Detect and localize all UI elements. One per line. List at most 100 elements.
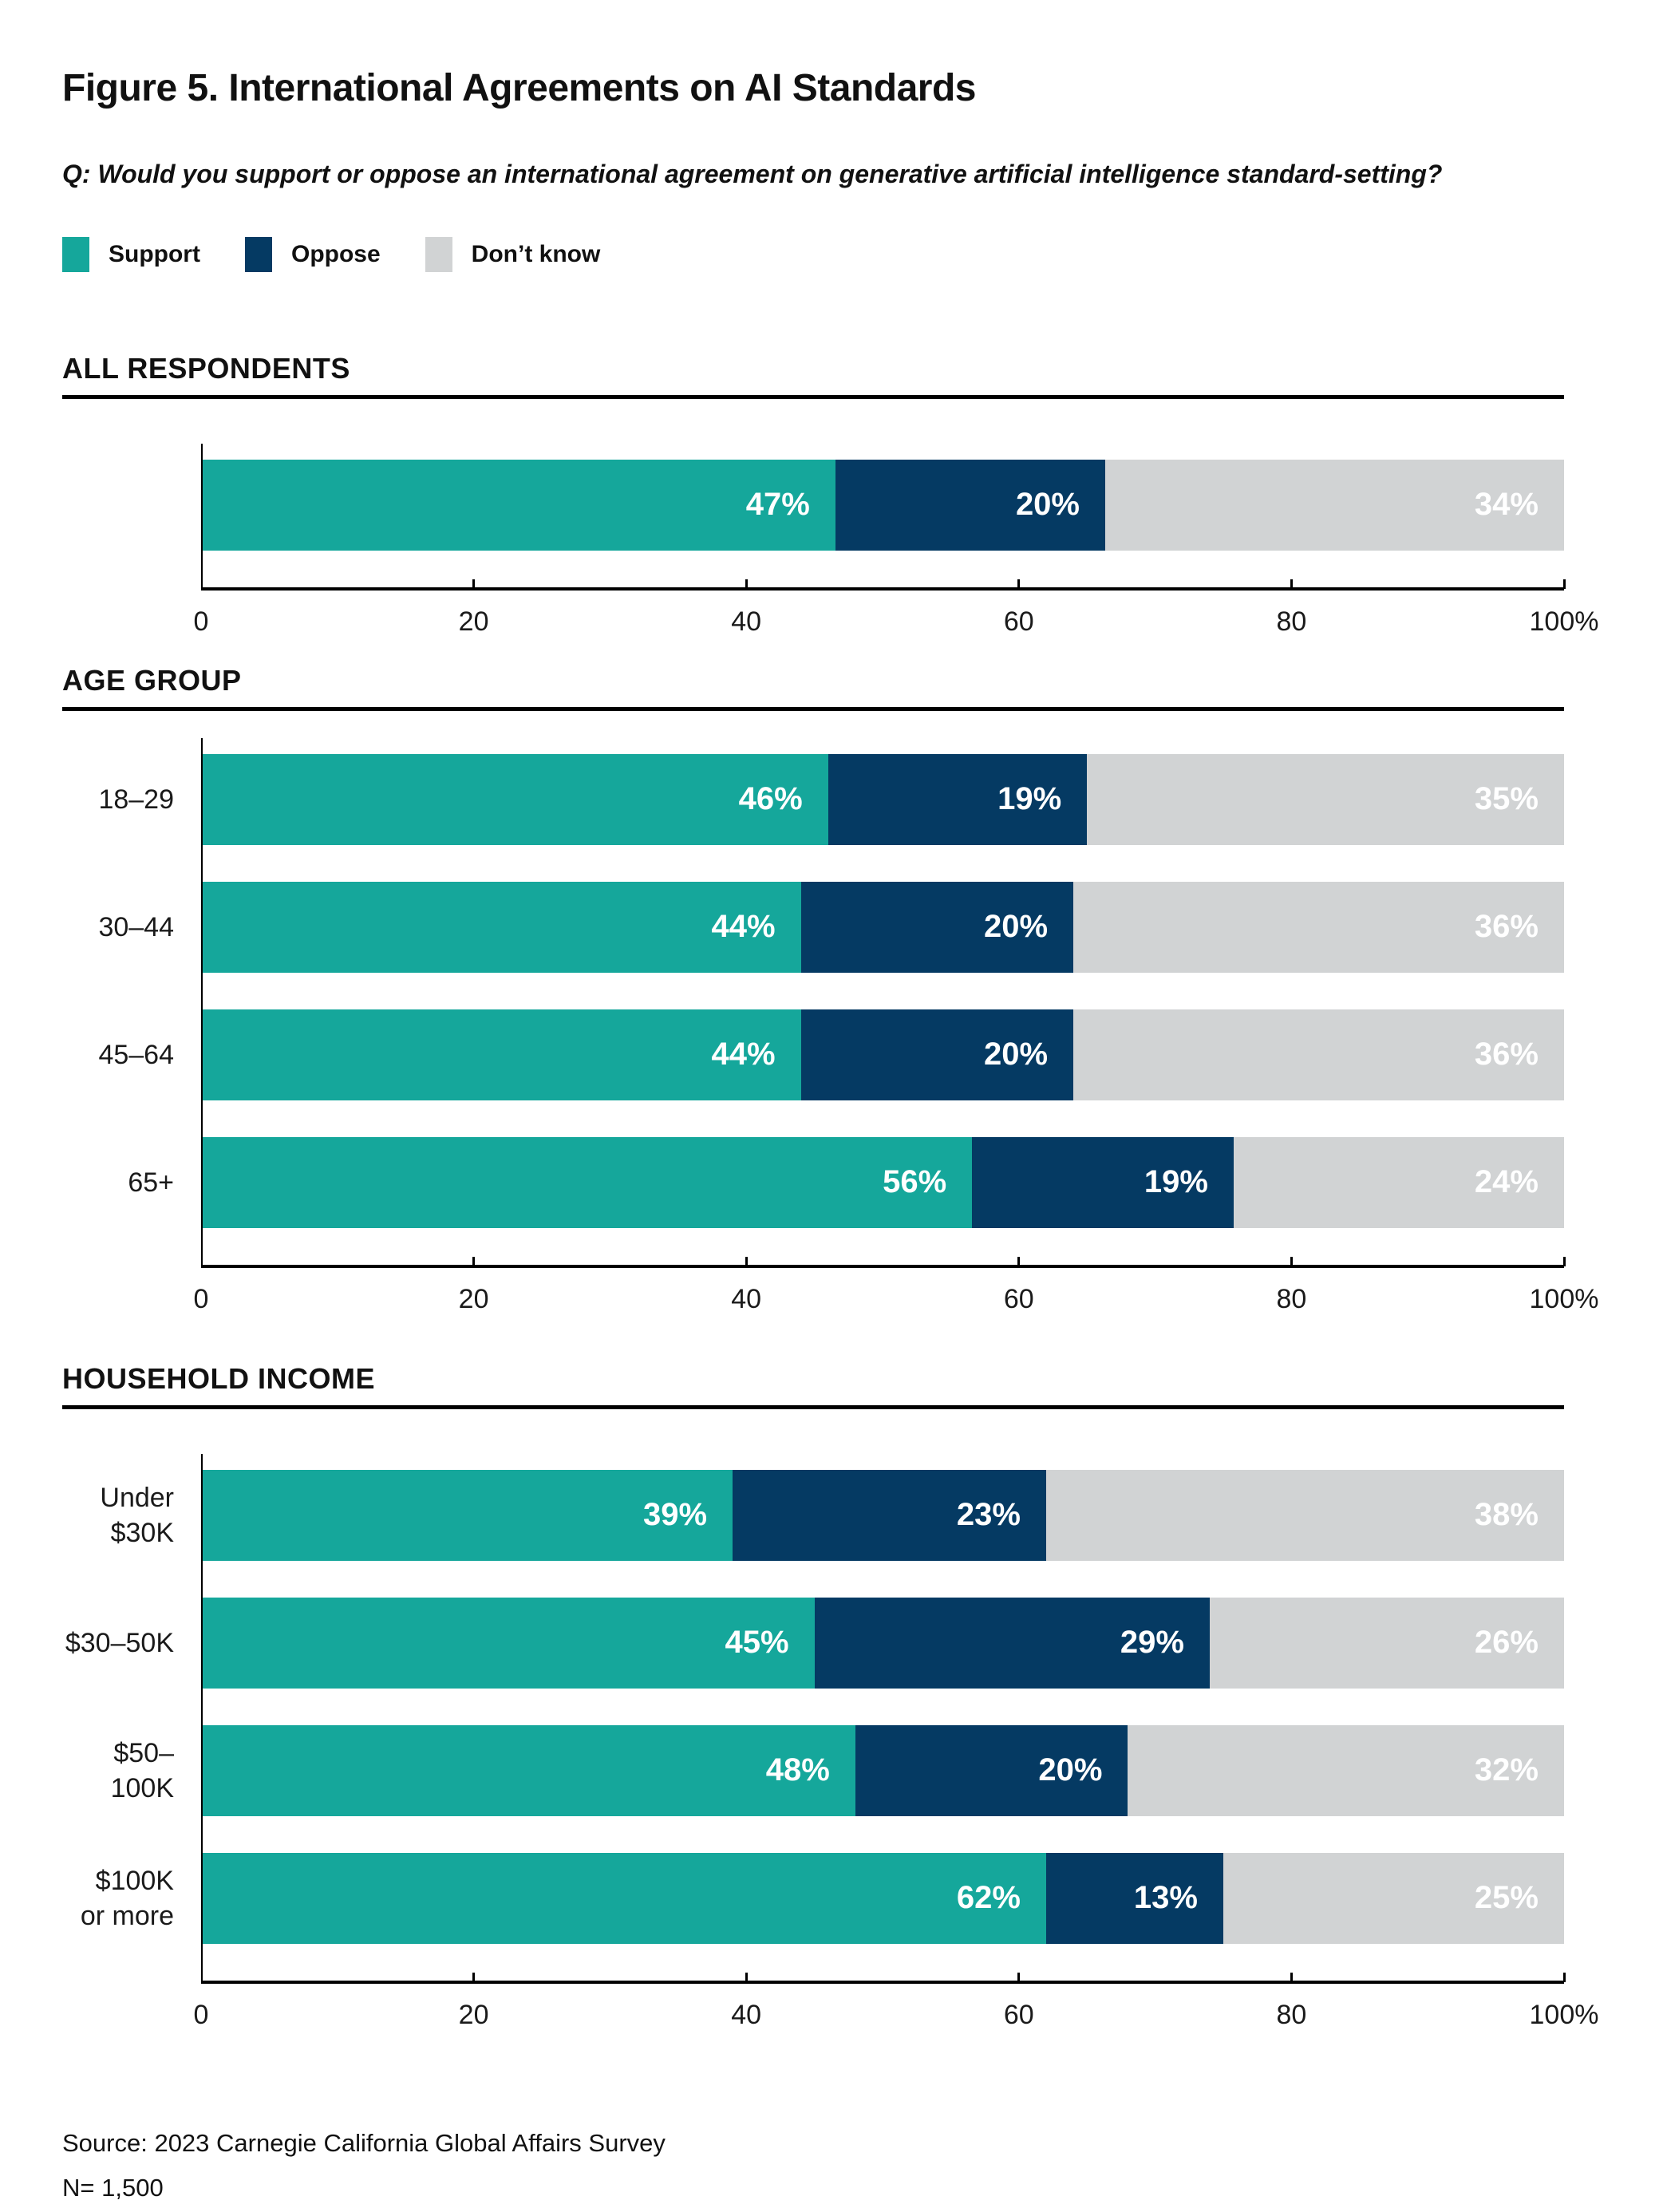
figure-title: Figure 5. International Agreements on AI… xyxy=(62,67,976,109)
axis-tick xyxy=(745,1256,748,1266)
bar-segment-dont-know: 26% xyxy=(1209,1597,1564,1689)
x-axis-line xyxy=(201,1972,1566,1984)
x-axis-tick-labels: 0 20 40 60 80 100% xyxy=(194,1283,1599,1317)
support-swatch-icon xyxy=(62,236,89,272)
axis-tick xyxy=(472,1256,476,1266)
legend-label: Oppose xyxy=(290,240,381,267)
bar-segment-dont-know: 36% xyxy=(1073,881,1564,973)
bar-segment-support: 62% xyxy=(201,1852,1046,1944)
legend: Support Oppose Don’t know xyxy=(62,236,1564,272)
value-label: 35% xyxy=(1474,781,1539,817)
axis-tick-label: 100% xyxy=(1529,606,1599,637)
value-label: 19% xyxy=(997,781,1062,817)
value-label: 48% xyxy=(765,1752,830,1788)
bar-segment-oppose: 20% xyxy=(855,1724,1128,1816)
value-label: 29% xyxy=(1120,1625,1184,1661)
bar-row: 65+ 56% 19% 24% xyxy=(62,1136,1564,1228)
value-label: 34% xyxy=(1474,487,1539,523)
bar-segment-oppose: 20% xyxy=(800,881,1074,973)
value-label: 45% xyxy=(725,1625,789,1661)
stacked-bar: 45% 29% 26% xyxy=(201,1597,1564,1689)
axis-tick-label: 60 xyxy=(1003,1283,1034,1314)
bar-segment-dont-know: 34% xyxy=(1105,459,1564,551)
stacked-bar: 39% 23% 38% xyxy=(201,1469,1564,1561)
category-label: Under $30K xyxy=(100,1482,174,1548)
value-label: 47% xyxy=(745,487,810,523)
value-label: 46% xyxy=(738,781,803,817)
value-label: 20% xyxy=(984,909,1049,945)
value-label: 19% xyxy=(1144,1164,1208,1200)
value-label: 26% xyxy=(1474,1625,1539,1661)
legend-item-support: Support xyxy=(62,236,200,272)
value-label: 56% xyxy=(883,1164,947,1200)
source-text: Source: 2023 Carnegie California Global … xyxy=(62,2128,666,2157)
axis-tick-label: 100% xyxy=(1529,1999,1599,2030)
axis-tick-label: 80 xyxy=(1276,1999,1307,2030)
bar-row: $50–100K 48% 20% 32% xyxy=(62,1724,1564,1816)
value-label: 13% xyxy=(1133,1880,1198,1916)
axis-tick xyxy=(1017,579,1021,589)
axis-tick-label: 60 xyxy=(1003,606,1034,637)
axis-tick xyxy=(1290,1972,1293,1982)
x-axis-line xyxy=(201,1256,1566,1268)
value-label: 36% xyxy=(1474,1037,1539,1072)
category-label: $50–100K xyxy=(110,1737,174,1803)
value-label: 39% xyxy=(643,1497,708,1533)
axis-tick-label: 20 xyxy=(458,606,489,637)
section-all-respondents: ALL RESPONDENTS 47% 20% 34% 0 20 40 60 80 100% xyxy=(62,351,1598,640)
axis-tick-label: 0 xyxy=(193,1999,209,2030)
axis-tick xyxy=(1562,579,1566,589)
axis-tick xyxy=(1017,1256,1021,1266)
section-rule xyxy=(62,1404,1564,1409)
value-label: 20% xyxy=(1038,1752,1103,1788)
axis-tick xyxy=(472,1972,476,1982)
section-household-income: HOUSEHOLD INCOME Under $30K 39% 23% 38% $30–… xyxy=(62,1361,1599,2033)
axis-tick-label: 100% xyxy=(1529,1283,1599,1314)
bar-segment-support: 48% xyxy=(201,1724,855,1816)
bar-segment-oppose: 23% xyxy=(733,1469,1046,1561)
stacked-bar: 46% 19% 35% xyxy=(201,753,1564,845)
axis-tick-label: 40 xyxy=(731,1283,762,1314)
bar-segment-oppose: 19% xyxy=(828,753,1088,845)
x-axis-line xyxy=(201,579,1566,591)
axis-tick-label: 40 xyxy=(731,606,762,637)
axis-tick xyxy=(1562,1972,1566,1982)
value-label: 44% xyxy=(711,909,776,945)
bar-row: 30–44 44% 20% 36% xyxy=(62,881,1564,973)
bar-row: 45–64 44% 20% 36% xyxy=(62,1009,1564,1100)
section-heading: HOUSEHOLD INCOME xyxy=(62,1361,376,1395)
value-label: 25% xyxy=(1474,1880,1539,1916)
bar-row: 47% 20% 34% xyxy=(62,459,1564,551)
axis-tick-label: 20 xyxy=(458,1283,489,1314)
value-label: 20% xyxy=(1015,487,1080,523)
source-note: Source: 2023 Carnegie California Global … xyxy=(62,2129,1564,2202)
bar-segment-dont-know: 24% xyxy=(1233,1136,1564,1228)
bar-row: Under $30K 39% 23% 38% xyxy=(62,1469,1564,1561)
axis-tick xyxy=(1017,1972,1021,1982)
category-label: 65+ xyxy=(128,1167,174,1198)
stacked-bar: 44% 20% 36% xyxy=(201,1009,1564,1100)
bar-segment-oppose: 20% xyxy=(800,1009,1074,1100)
category-label: 18–29 xyxy=(98,784,174,815)
dont-know-swatch-icon xyxy=(425,236,452,272)
stacked-bar-chart: Under $30K 39% 23% 38% $30–50K 45% 29% 26% $50–1… xyxy=(62,1409,1599,2033)
section-heading: ALL RESPONDENTS xyxy=(62,351,350,385)
axis-tick-label: 0 xyxy=(193,606,209,637)
axis-tick xyxy=(745,1972,748,1982)
value-label: 38% xyxy=(1474,1497,1539,1533)
axis-tick xyxy=(1290,579,1293,589)
category-label: 30–44 xyxy=(98,911,174,942)
bar-segment-support: 44% xyxy=(201,881,801,973)
chart-rows: Under $30K 39% 23% 38% $30–50K 45% 29% 26% $50–1… xyxy=(62,1453,1564,1981)
bar-segment-support: 45% xyxy=(201,1597,815,1689)
bar-row: $30–50K 45% 29% 26% xyxy=(62,1597,1564,1689)
chart-rows: 18–29 46% 19% 35% 30–44 44% 20% 36% 45–64 44% 20% 3… xyxy=(62,737,1564,1265)
bar-segment-oppose: 20% xyxy=(835,459,1105,551)
stacked-bar: 47% 20% 34% xyxy=(201,459,1564,551)
x-axis-tick-labels: 0 20 40 60 80 100% xyxy=(194,1999,1599,2033)
bar-segment-support: 56% xyxy=(201,1136,973,1228)
bar-segment-dont-know: 32% xyxy=(1128,1724,1564,1816)
survey-question: Q: Would you support or oppose an intern… xyxy=(62,159,1443,188)
bar-segment-dont-know: 35% xyxy=(1087,753,1564,845)
